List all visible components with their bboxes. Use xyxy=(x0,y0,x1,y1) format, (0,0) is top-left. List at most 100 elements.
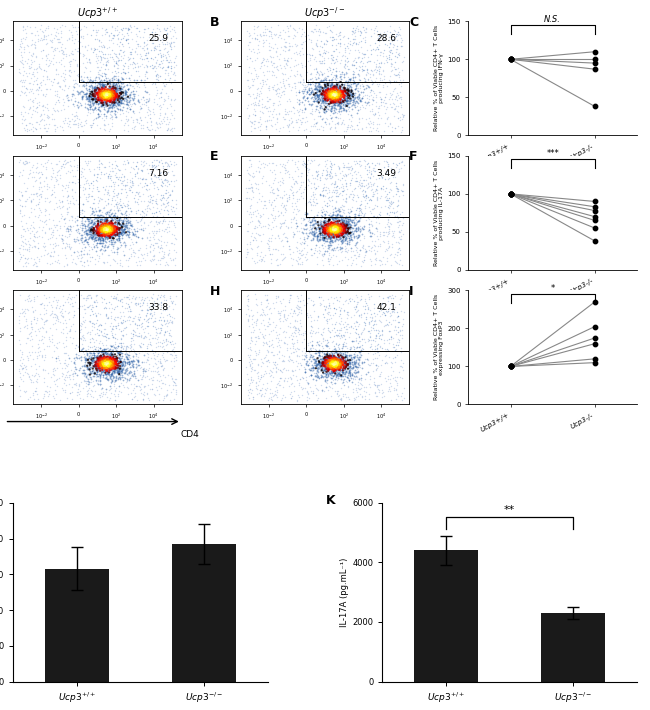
Point xyxy=(394,70,404,81)
Point xyxy=(104,225,114,236)
Point xyxy=(26,315,36,327)
Point xyxy=(114,224,124,236)
Point xyxy=(360,186,370,197)
Point xyxy=(138,369,148,381)
Point xyxy=(393,236,403,248)
Point xyxy=(15,67,25,78)
Point xyxy=(162,310,172,321)
Point xyxy=(141,240,151,251)
Point xyxy=(123,29,133,40)
Point xyxy=(356,328,366,339)
Point xyxy=(361,245,372,256)
Point xyxy=(96,229,107,241)
Point xyxy=(253,332,263,344)
Point xyxy=(314,89,324,100)
Point xyxy=(91,84,101,96)
Point xyxy=(339,93,349,104)
Point xyxy=(159,291,169,302)
Point xyxy=(101,219,111,231)
Point xyxy=(293,293,304,304)
Point xyxy=(129,345,139,356)
Point xyxy=(318,233,329,244)
Point xyxy=(370,44,381,55)
Point xyxy=(285,317,295,329)
Point xyxy=(305,337,315,348)
Point xyxy=(325,91,335,102)
Point xyxy=(340,356,350,368)
Point xyxy=(317,207,328,218)
Point xyxy=(336,69,346,80)
Point xyxy=(62,204,72,215)
Point xyxy=(143,103,153,114)
Point xyxy=(103,350,114,361)
Point xyxy=(324,223,335,234)
Point xyxy=(84,364,95,375)
Point xyxy=(306,321,317,332)
Point xyxy=(169,205,179,217)
Point xyxy=(99,357,110,368)
Point xyxy=(81,352,91,364)
Point xyxy=(380,91,390,102)
Point xyxy=(28,166,38,178)
Point xyxy=(292,246,302,257)
Point xyxy=(98,359,109,371)
Point xyxy=(103,222,114,234)
Point xyxy=(65,324,75,335)
Point xyxy=(19,178,29,189)
Point xyxy=(49,179,59,190)
Point xyxy=(30,175,40,187)
Point xyxy=(246,178,257,190)
Point xyxy=(96,94,107,106)
Point xyxy=(370,331,381,342)
Point xyxy=(104,230,114,241)
Point xyxy=(390,356,400,367)
Point xyxy=(336,349,346,360)
Point xyxy=(334,89,345,100)
Point xyxy=(116,45,126,56)
Point xyxy=(163,317,174,329)
Point xyxy=(133,89,144,100)
Point xyxy=(335,359,345,370)
Point xyxy=(342,216,352,227)
Point xyxy=(337,237,347,248)
Point xyxy=(377,342,387,354)
Point xyxy=(328,83,339,94)
Point xyxy=(505,188,515,200)
Point xyxy=(27,27,37,38)
Point xyxy=(72,110,82,121)
Point xyxy=(344,358,354,369)
Point xyxy=(330,327,341,338)
Point xyxy=(64,176,74,187)
Point xyxy=(326,251,336,263)
Point xyxy=(395,234,405,245)
Point xyxy=(108,90,118,102)
Point xyxy=(98,221,109,232)
Point xyxy=(288,322,298,333)
Point xyxy=(304,84,314,96)
Point xyxy=(324,327,335,338)
Point xyxy=(317,308,328,320)
Point xyxy=(271,221,281,232)
Point xyxy=(90,204,101,215)
Point xyxy=(84,89,94,101)
Point xyxy=(356,93,366,104)
Point xyxy=(332,80,342,91)
Point xyxy=(395,372,406,383)
Point xyxy=(86,354,97,365)
Point xyxy=(344,222,354,233)
Point xyxy=(248,168,258,179)
Point xyxy=(107,222,118,233)
Point xyxy=(395,99,406,110)
Point xyxy=(104,222,114,234)
Point xyxy=(121,34,131,45)
Point xyxy=(149,315,159,327)
Point xyxy=(99,40,109,52)
Point xyxy=(107,353,117,364)
Point xyxy=(80,304,90,315)
Point xyxy=(113,187,124,199)
Point xyxy=(339,224,350,235)
Point xyxy=(104,345,114,356)
Point xyxy=(337,162,348,173)
Point xyxy=(17,304,27,315)
Point xyxy=(142,297,152,309)
